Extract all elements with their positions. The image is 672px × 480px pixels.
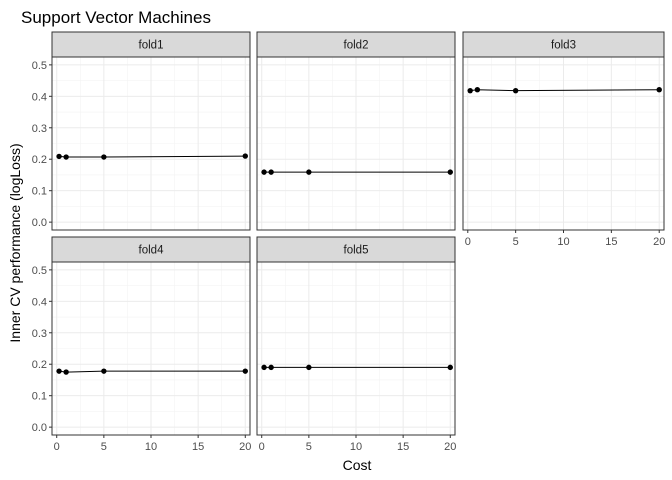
x-tick-label: 10 xyxy=(557,236,569,248)
data-point xyxy=(242,153,248,159)
strip-background xyxy=(256,31,456,58)
x-tick-label: 0 xyxy=(259,441,265,453)
y-tick-label: 0.0 xyxy=(32,422,47,434)
x-tick-label: 20 xyxy=(653,236,665,248)
y-tick-label: 0.3 xyxy=(32,123,47,135)
x-tick-label: 15 xyxy=(605,236,617,248)
data-point xyxy=(447,364,453,371)
data-point xyxy=(306,169,312,175)
y-tick-label: 0.4 xyxy=(32,91,47,103)
strip-label: fold3 xyxy=(551,40,576,52)
y-tick-label: 0.0 xyxy=(32,217,47,229)
x-tick-label: 20 xyxy=(444,441,456,453)
strip-label: fold4 xyxy=(139,245,165,257)
y-tick-label: 0.4 xyxy=(32,296,47,308)
series-line xyxy=(59,370,246,373)
y-tick-label: 0.2 xyxy=(32,154,47,166)
data-point xyxy=(656,87,662,93)
strip-background xyxy=(51,236,251,263)
y-axis-title: Inner CV performance (logLoss) xyxy=(7,143,23,342)
panel-fold2: fold2 xyxy=(256,31,456,231)
data-point xyxy=(512,87,519,94)
data-point xyxy=(306,364,312,371)
strip-label: fold2 xyxy=(344,40,369,52)
data-point xyxy=(56,368,62,374)
series-line xyxy=(470,89,660,92)
strip-background xyxy=(256,236,456,263)
x-tick-label: 10 xyxy=(145,441,157,453)
y-tick-label: 0.1 xyxy=(32,391,47,403)
strip-background xyxy=(462,31,665,58)
data-point xyxy=(101,154,107,160)
data-point xyxy=(474,87,481,93)
strip-label: fold1 xyxy=(139,40,164,52)
data-point xyxy=(268,169,274,175)
x-axis-title: Cost xyxy=(343,457,372,473)
panel-border xyxy=(256,56,456,231)
data-point xyxy=(63,369,69,375)
data-point xyxy=(63,154,69,160)
data-point xyxy=(261,169,267,175)
panel-fold5: fold5 0 5 10 15 20 xyxy=(256,236,456,453)
x-tick-label: 15 xyxy=(192,441,204,453)
panel-fold4: fold4 0.0 0.1 0.2 0.3 0.4 0.5 0 5 10 15 20 xyxy=(32,236,251,453)
data-point xyxy=(56,153,62,160)
panels-group: fold1 0.0 0.1 0.2 0.3 0.4 0.5 fold2 fold3 0 5 10 15 2… xyxy=(32,31,665,453)
panel-fold1: fold1 0.0 0.1 0.2 0.3 0.4 0.5 xyxy=(32,31,251,231)
data-point xyxy=(467,87,473,94)
x-tick-label: 10 xyxy=(350,441,362,453)
x-tick-label: 5 xyxy=(306,441,312,453)
y-tick-label: 0.1 xyxy=(32,186,47,198)
data-point xyxy=(268,364,274,371)
x-tick-label: 0 xyxy=(465,236,471,248)
y-tick-label: 0.3 xyxy=(32,328,47,340)
chart-title: Support Vector Machines xyxy=(21,8,211,27)
y-tick-label: 0.2 xyxy=(32,359,47,371)
strip-label: fold5 xyxy=(344,245,369,257)
series-line xyxy=(59,155,246,158)
x-tick-label: 20 xyxy=(239,441,251,453)
panel-border xyxy=(51,56,251,231)
x-tick-label: 5 xyxy=(101,441,107,453)
x-tick-label: 15 xyxy=(397,441,409,453)
x-tick-label: 5 xyxy=(513,236,519,248)
data-point xyxy=(101,368,107,374)
y-tick-label: 0.5 xyxy=(32,265,47,277)
data-point xyxy=(447,169,453,175)
x-tick-label: 0 xyxy=(54,441,60,453)
y-tick-label: 0.5 xyxy=(32,60,47,72)
strip-background xyxy=(51,31,251,58)
data-point xyxy=(261,364,267,371)
panel-fold3: fold3 0 5 10 15 20 xyxy=(462,31,665,248)
data-point xyxy=(242,368,248,374)
